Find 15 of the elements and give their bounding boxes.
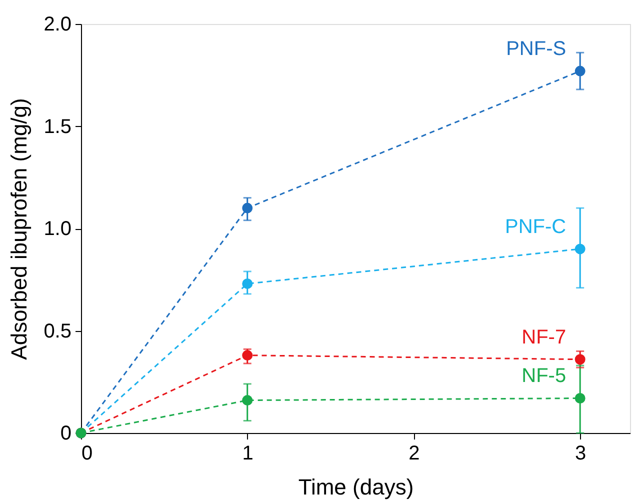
x-axis-title: Time (days) [298,474,414,500]
series-label: PNF-C [504,216,566,238]
x-tick-label: 3 [575,442,586,464]
x-tick-label: 1 [242,442,254,464]
y-tick-label: 1.5 [44,116,72,138]
y-axis-title: Adsorbed ibuprofen (mg/g) [6,98,32,360]
y-tick-label: 2.0 [44,14,72,36]
y-tick-label: 0.5 [44,320,72,342]
x-tick-label: 2 [408,442,420,464]
series-label: NF-7 [522,326,566,348]
x-tick-label: 0 [82,442,93,464]
series-label: PNF-S [506,38,566,60]
y-tick-label: 0 [60,422,72,444]
y-tick-label: 1.0 [44,218,72,240]
series-label: NF-5 [522,365,566,388]
